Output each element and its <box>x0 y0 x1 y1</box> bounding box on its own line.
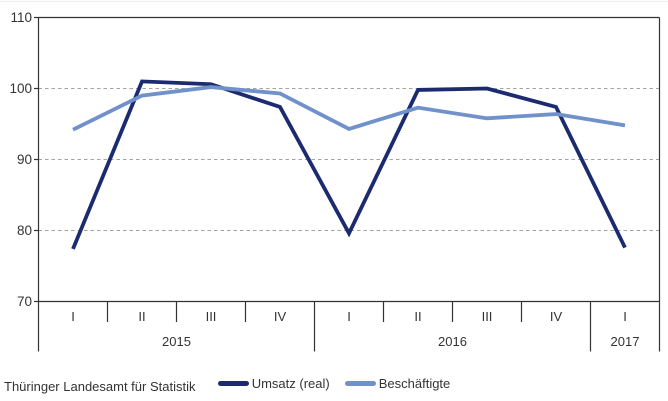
x-axis-quarter-label: III <box>206 309 217 324</box>
legend-item: Umsatz (real) <box>217 375 330 391</box>
x-axis-year-label: 2016 <box>438 334 467 349</box>
legend-label: Beschäftigte <box>378 375 451 391</box>
legend-swatch <box>217 380 249 386</box>
x-axis-year-label: 2017 <box>611 334 640 349</box>
x-axis-quarter-label: IV <box>550 309 563 324</box>
y-axis-label-110: 110 <box>10 10 32 25</box>
x-axis-quarter-label: I <box>347 309 351 324</box>
x-axis-quarter-label: I <box>71 309 75 324</box>
legend-label: Umsatz (real) <box>251 375 330 391</box>
y-axis-label-90: 90 <box>17 152 32 167</box>
legend-item: Beschäftigte <box>344 375 451 391</box>
legend-swatch <box>344 380 376 386</box>
x-axis-quarter-label: III <box>482 309 493 324</box>
x-axis-quarter-label: II <box>414 309 421 324</box>
x-axis-quarter-label: I <box>623 309 627 324</box>
series-line-besch-ftigte <box>72 85 626 132</box>
series-line-umsatz-real <box>71 79 627 250</box>
y-axis-label-100: 100 <box>9 81 32 96</box>
chart-legend: Umsatz (real) Beschäftigte <box>0 375 668 391</box>
source-attribution: Thüringer Landesamt für Statistik <box>4 379 196 394</box>
y-axis-label-70: 70 <box>17 294 32 309</box>
top-divider <box>0 1 668 2</box>
x-axis-quarter-label: II <box>138 309 145 324</box>
x-axis-year-label: 2015 <box>162 334 191 349</box>
y-axis-label-80: 80 <box>17 223 32 238</box>
x-axis-quarter-label: IV <box>274 309 287 324</box>
